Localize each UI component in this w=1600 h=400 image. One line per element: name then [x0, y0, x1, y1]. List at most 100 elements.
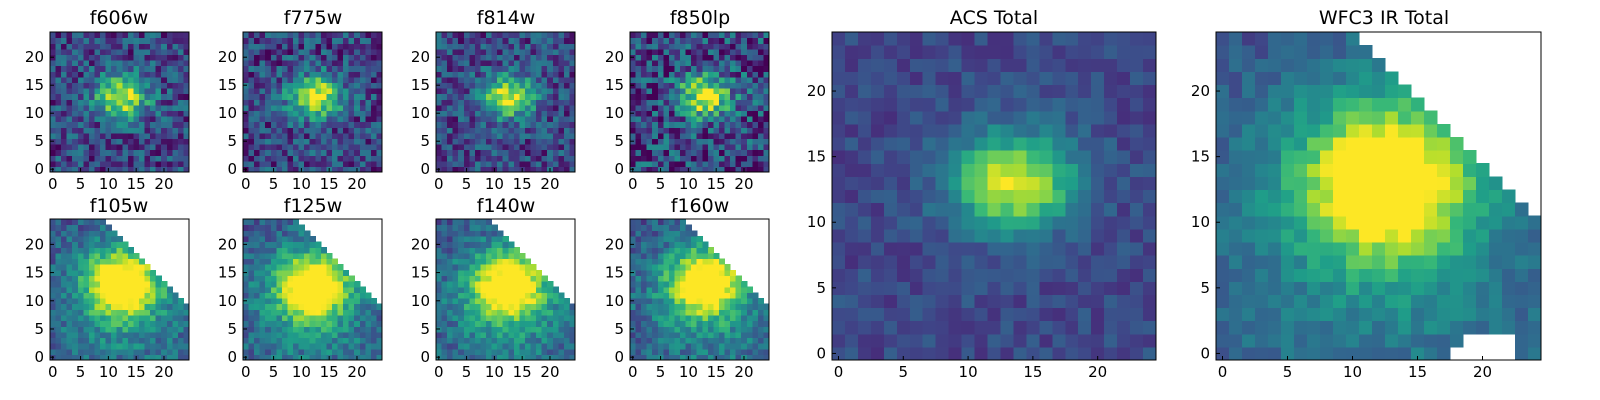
heatmap-pixel — [116, 247, 123, 254]
heatmap-pixel — [458, 292, 465, 299]
heatmap-pixel — [304, 166, 311, 173]
heatmap-pixel — [376, 160, 383, 167]
heatmap-pixel — [276, 241, 283, 248]
heatmap-pixel — [265, 281, 272, 288]
heatmap-pixel — [144, 76, 151, 83]
heatmap-pixel — [133, 281, 140, 288]
heatmap-pixel — [474, 331, 482, 339]
heatmap-pixel — [458, 121, 465, 128]
heatmap-pixel — [948, 281, 963, 295]
heatmap-pixel — [66, 241, 73, 248]
heatmap-pixel — [463, 149, 470, 156]
heatmap-pixel — [458, 82, 465, 89]
heatmap-pixel — [883, 202, 898, 217]
heatmap-pixel — [304, 60, 311, 67]
heatmap-pixel — [276, 269, 283, 276]
heatmap-pixel — [259, 132, 266, 139]
heatmap-pixel — [463, 160, 470, 167]
heatmap-pixel — [293, 166, 300, 173]
heatmap-pixel — [326, 127, 333, 134]
heatmap-pixel — [287, 166, 294, 173]
heatmap-pixel — [447, 275, 454, 282]
heatmap-pixel — [630, 348, 637, 355]
heatmap-pixel — [832, 294, 846, 309]
heatmap-pixel — [486, 247, 493, 254]
heatmap-pixel — [376, 71, 383, 78]
heatmap-pixel — [724, 320, 731, 327]
heatmap-pixel — [735, 43, 742, 50]
heatmap-pixel — [452, 219, 459, 226]
heatmap-pixel — [741, 326, 748, 333]
heatmap-pixel — [61, 48, 68, 55]
heatmap-pixel — [326, 269, 333, 276]
heatmap-pixel — [365, 144, 372, 151]
heatmap-pixel — [248, 314, 255, 322]
heatmap-pixel — [105, 337, 112, 344]
heatmap-pixel — [691, 138, 698, 145]
heatmap-pixel — [337, 354, 344, 361]
heatmap-pixel — [161, 48, 168, 55]
heatmap-pixel — [735, 160, 742, 167]
heatmap-pixel — [463, 121, 470, 128]
heatmap-pixel — [376, 32, 383, 39]
heatmap-pixel — [55, 292, 62, 299]
heatmap-pixel — [641, 275, 648, 282]
heatmap-pixel — [741, 337, 748, 344]
heatmap-pixel — [320, 297, 327, 305]
heatmap-pixel — [480, 219, 487, 226]
heatmap-pixel — [177, 343, 185, 350]
heatmap-pixel — [652, 314, 659, 322]
heatmap-pixel — [458, 275, 465, 282]
heatmap-pixel — [724, 32, 731, 39]
heatmap-pixel — [680, 230, 687, 237]
heatmap-pixel — [55, 219, 62, 226]
heatmap-pixel — [94, 326, 101, 333]
heatmap-pixel — [707, 303, 714, 310]
heatmap-pixel — [359, 343, 366, 350]
heatmap-pixel — [558, 292, 565, 299]
heatmap-pixel — [524, 309, 532, 316]
heatmap-pixel — [144, 88, 151, 95]
heatmap-pixel — [724, 88, 731, 95]
heatmap-pixel — [94, 292, 101, 299]
heatmap-pixel — [105, 269, 112, 276]
heatmap-pixel — [718, 54, 726, 61]
heatmap-pixel — [55, 65, 62, 72]
heatmap-pixel — [331, 343, 339, 350]
heatmap-pixel — [735, 93, 742, 100]
heatmap-pixel — [447, 241, 454, 248]
heatmap-pixel — [343, 354, 350, 361]
heatmap-pixel — [359, 37, 366, 44]
heatmap-pixel — [635, 292, 642, 299]
heatmap-pixel — [497, 71, 504, 78]
heatmap-pixel — [161, 88, 168, 95]
heatmap-pixel — [630, 337, 637, 344]
heatmap-pixel — [309, 110, 316, 117]
heatmap-pixel — [657, 241, 664, 248]
heatmap-pixel — [641, 160, 648, 167]
heatmap-pixel — [248, 88, 255, 95]
heatmap-pixel — [276, 60, 283, 67]
heatmap-pixel — [270, 99, 277, 106]
heatmap-pixel — [127, 292, 134, 299]
heatmap-pixel — [541, 71, 548, 78]
heatmap-pixel — [320, 71, 327, 78]
y-tick-label: 15 — [605, 76, 624, 94]
heatmap-pixel — [359, 326, 366, 333]
heatmap-pixel — [77, 71, 84, 78]
heatmap-pixel — [458, 37, 465, 44]
heatmap-pixel — [50, 292, 57, 299]
heatmap-pixel — [155, 93, 162, 100]
heatmap-pixel — [287, 281, 294, 288]
heatmap-pixel — [116, 348, 123, 355]
heatmap-pixel — [348, 88, 355, 95]
heatmap-pixel — [447, 320, 454, 327]
heatmap-pixel — [88, 230, 96, 237]
heatmap-pixel — [491, 160, 498, 167]
heatmap-pixel — [83, 235, 90, 243]
heatmap-pixel — [122, 60, 129, 67]
heatmap-pixel — [259, 354, 266, 361]
heatmap-pixel — [94, 247, 101, 254]
heatmap-pixel — [1065, 346, 1079, 361]
heatmap-pixel — [100, 166, 107, 173]
